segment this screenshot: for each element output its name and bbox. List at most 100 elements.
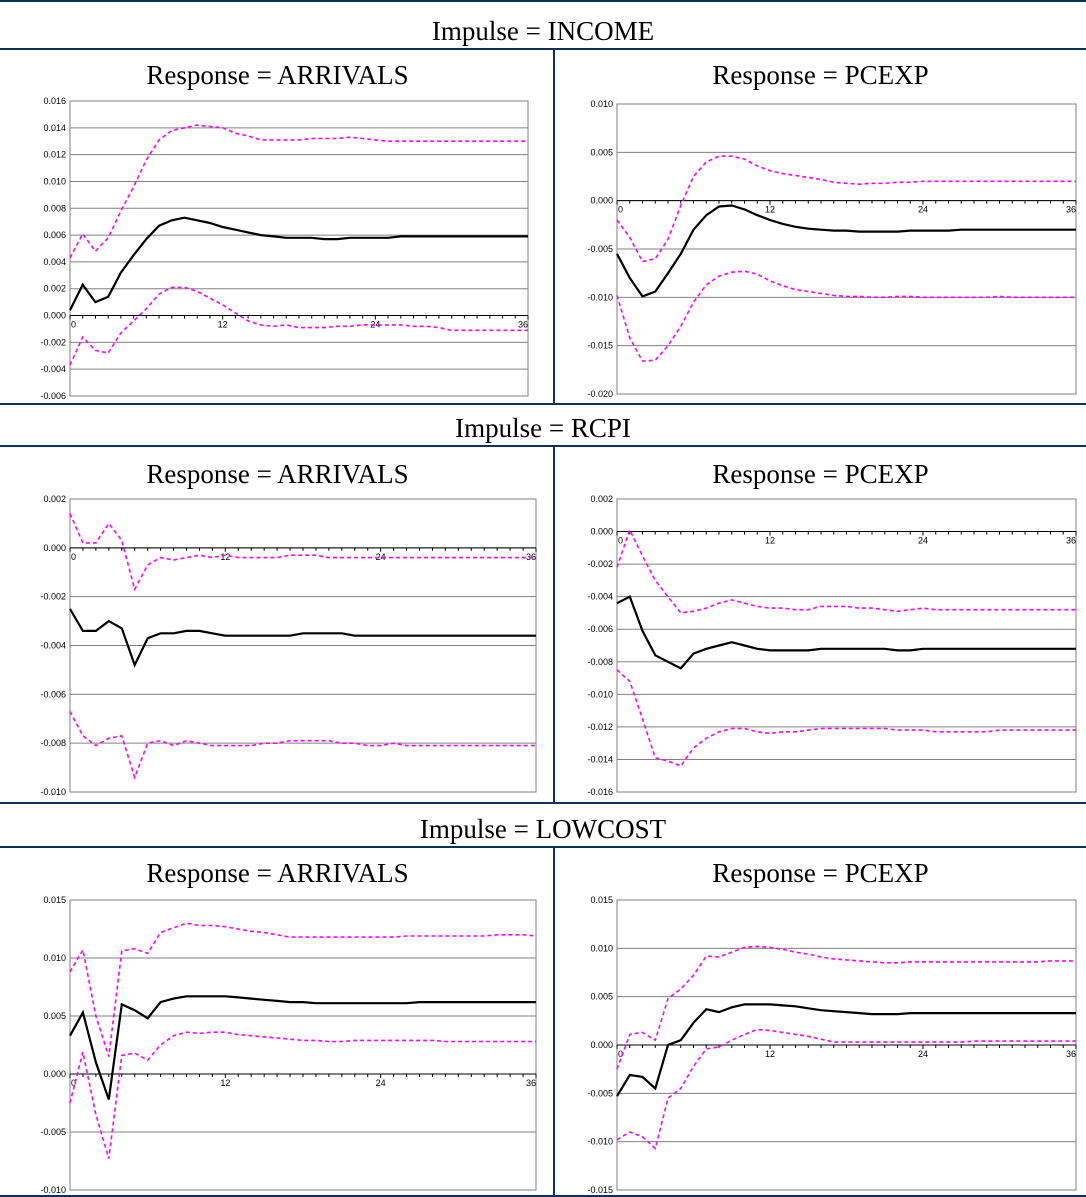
rule-top [0, 0, 1086, 2]
x-tick-label: 24 [918, 205, 928, 215]
x-tick-label: 36 [518, 320, 528, 330]
y-tick-label: 0.000 [43, 311, 66, 321]
y-tick-label: 0.012 [43, 150, 66, 160]
plot-frame [616, 498, 1077, 793]
x-tick-label: 0 [71, 320, 76, 330]
y-tick-label: -0.006 [40, 689, 66, 699]
y-tick-label: 0.002 [43, 494, 66, 504]
y-tick-label: 0.004 [43, 257, 66, 267]
y-tick-label: -0.008 [40, 738, 66, 748]
y-tick-label: -0.015 [587, 1185, 613, 1195]
x-tick-label: 36 [1066, 205, 1076, 215]
x-tick-label: 24 [376, 552, 386, 562]
x-tick-label: 36 [1066, 1049, 1076, 1059]
x-tick-label: 0 [618, 205, 623, 215]
plot-frame [69, 899, 537, 1191]
confidence-band-line [69, 922, 537, 1057]
response-title-lowcost-pcexp: Response = PCEXP [712, 858, 929, 888]
y-tick-label: 0.016 [43, 96, 66, 106]
x-tick-label: 24 [918, 536, 928, 546]
y-tick-label: 0.010 [590, 943, 613, 953]
rule-income-bottom [0, 403, 1086, 405]
y-tick-label: -0.004 [40, 641, 66, 651]
y-tick-label: -0.010 [40, 787, 66, 797]
confidence-band-line [616, 527, 1076, 614]
y-tick-label: -0.004 [587, 592, 613, 602]
divider-income [553, 48, 555, 403]
y-tick-label: 0.000 [590, 1040, 613, 1050]
y-tick-label: -0.012 [587, 722, 613, 732]
y-tick-label: 0.010 [43, 176, 66, 186]
rule-rcpi-header [0, 445, 1086, 447]
y-tick-label: -0.010 [587, 689, 613, 699]
x-tick-label: 0 [618, 536, 623, 546]
impulse-response-line [69, 216, 528, 311]
y-tick-label: 0.000 [590, 196, 613, 206]
y-tick-label: 0.014 [43, 123, 66, 133]
impulse-title-rcpi: Impulse = RCPI [455, 413, 631, 443]
confidence-band-line [69, 1031, 536, 1159]
y-tick-label: 0.002 [43, 284, 66, 294]
response-title-rcpi-arrivals: Response = ARRIVALS [146, 459, 409, 489]
confidence-band-line [69, 711, 536, 780]
y-tick-label: 0.000 [590, 527, 613, 537]
response-title-rcpi-pcexp: Response = PCEXP [712, 459, 929, 489]
y-tick-label: -0.010 [40, 1185, 66, 1195]
y-tick-label: 0.005 [43, 1011, 66, 1021]
x-tick-label: 0 [71, 1078, 76, 1088]
y-tick-label: 0.000 [43, 543, 66, 553]
y-tick-label: -0.006 [40, 391, 66, 401]
confidence-band-line [616, 155, 1076, 263]
rule-rcpi-bottom [0, 802, 1086, 804]
y-tick-label: -0.015 [587, 341, 613, 351]
y-tick-label: -0.010 [587, 1137, 613, 1147]
plot-frame [69, 100, 529, 397]
rule-lowcost-header [0, 846, 1086, 848]
x-tick-label: 12 [220, 552, 230, 562]
y-tick-label: 0.010 [43, 953, 66, 963]
x-tick-label: 24 [376, 1078, 386, 1088]
impulse-response-line [616, 204, 1076, 298]
y-tick-label: 0.015 [43, 895, 66, 905]
impulse-response-line [69, 995, 536, 1100]
divider-lowcost [553, 846, 555, 1197]
y-tick-label: -0.004 [40, 364, 66, 374]
y-tick-label: 0.002 [590, 494, 613, 504]
confidence-band-line [616, 945, 1076, 1070]
y-tick-label: 0.006 [43, 230, 66, 240]
confidence-band-line [69, 124, 528, 259]
y-tick-label: -0.002 [40, 337, 66, 347]
y-tick-label: -0.002 [587, 559, 613, 569]
impulse-title-lowcost: Impulse = LOWCOST [419, 814, 667, 844]
x-tick-label: 12 [765, 205, 775, 215]
y-tick-label: 0.008 [43, 203, 66, 213]
x-tick-label: 24 [370, 320, 380, 330]
y-tick-label: 0.010 [590, 99, 613, 109]
rule-income-header [0, 48, 1086, 50]
x-tick-label: 12 [220, 1078, 230, 1088]
y-tick-label: -0.014 [587, 754, 613, 764]
confidence-band-line [616, 270, 1076, 362]
impulse-response-line [69, 608, 536, 668]
response-title-income-arrivals: Response = ARRIVALS [146, 60, 409, 90]
y-tick-label: 0.005 [590, 147, 613, 157]
x-tick-label: 36 [526, 1078, 536, 1088]
y-tick-label: -0.020 [587, 389, 613, 399]
y-tick-label: 0.005 [590, 992, 613, 1002]
response-title-income-pcexp: Response = PCEXP [712, 60, 929, 90]
x-tick-label: 12 [218, 320, 228, 330]
x-tick-label: 24 [918, 1049, 928, 1059]
y-tick-label: -0.002 [40, 592, 66, 602]
rule-bottom [0, 1195, 1086, 1197]
x-tick-label: 12 [765, 1049, 775, 1059]
divider-rcpi [553, 445, 555, 802]
y-tick-label: -0.005 [40, 1127, 66, 1137]
impulse-title-income: Impulse = INCOME [431, 16, 655, 46]
x-tick-label: 12 [765, 536, 775, 546]
y-tick-label: -0.006 [587, 624, 613, 634]
